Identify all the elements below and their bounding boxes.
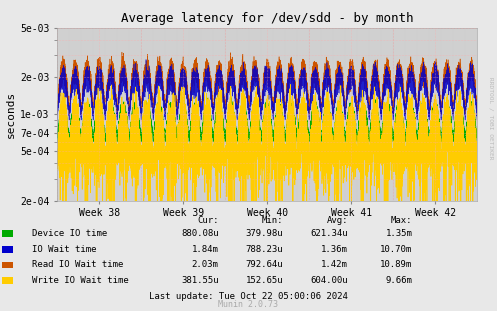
Text: Cur:: Cur: [197, 216, 219, 225]
Text: Avg:: Avg: [327, 216, 348, 225]
Text: 1.84m: 1.84m [192, 245, 219, 254]
Text: 1.36m: 1.36m [321, 245, 348, 254]
Text: Munin 2.0.73: Munin 2.0.73 [219, 300, 278, 309]
Text: Write IO Wait time: Write IO Wait time [32, 276, 129, 285]
Text: 152.65u: 152.65u [246, 276, 283, 285]
Text: Max:: Max: [391, 216, 413, 225]
Text: Device IO time: Device IO time [32, 230, 107, 238]
Text: 788.23u: 788.23u [246, 245, 283, 254]
Text: 1.35m: 1.35m [386, 230, 413, 238]
Text: 10.89m: 10.89m [380, 261, 413, 269]
Text: 1.42m: 1.42m [321, 261, 348, 269]
Text: Min:: Min: [262, 216, 283, 225]
Text: IO Wait time: IO Wait time [32, 245, 97, 254]
Y-axis label: seconds: seconds [6, 91, 16, 138]
Text: 604.00u: 604.00u [310, 276, 348, 285]
Text: 379.98u: 379.98u [246, 230, 283, 238]
Text: 381.55u: 381.55u [181, 276, 219, 285]
Text: 2.03m: 2.03m [192, 261, 219, 269]
Text: Last update: Tue Oct 22 05:00:06 2024: Last update: Tue Oct 22 05:00:06 2024 [149, 292, 348, 301]
Text: 792.64u: 792.64u [246, 261, 283, 269]
Text: RRDTOOL / TOBI OETIKER: RRDTOOL / TOBI OETIKER [489, 77, 494, 160]
Text: 9.66m: 9.66m [386, 276, 413, 285]
Text: 10.70m: 10.70m [380, 245, 413, 254]
Text: Read IO Wait time: Read IO Wait time [32, 261, 124, 269]
Text: 621.34u: 621.34u [310, 230, 348, 238]
Title: Average latency for /dev/sdd - by month: Average latency for /dev/sdd - by month [121, 12, 414, 26]
Text: 880.08u: 880.08u [181, 230, 219, 238]
